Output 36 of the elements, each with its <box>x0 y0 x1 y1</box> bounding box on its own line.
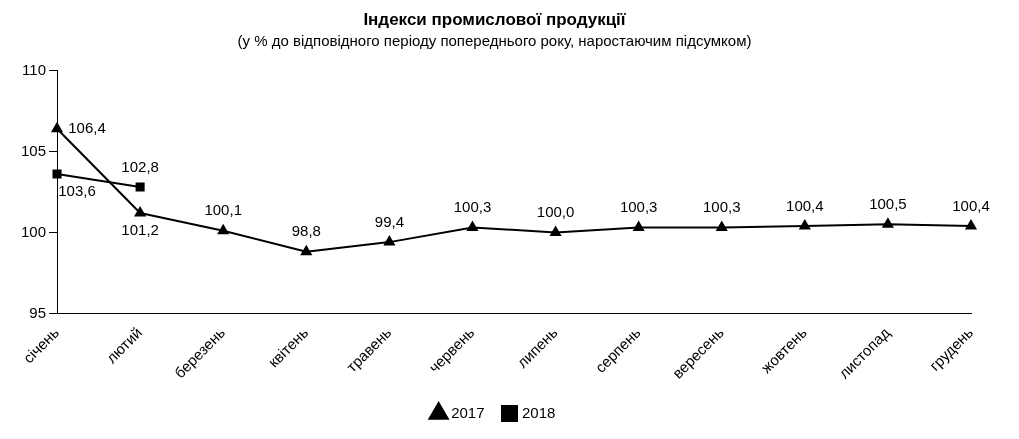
data-label: 100,4 <box>952 196 990 214</box>
legend-label: 2017 <box>451 403 485 421</box>
point <box>217 224 229 235</box>
point <box>135 182 145 192</box>
data-label: 101,2 <box>121 220 159 238</box>
data-label: 103,6 <box>58 181 96 199</box>
point <box>633 221 644 232</box>
point <box>134 206 146 217</box>
point <box>716 221 728 232</box>
data-label: 100,1 <box>204 201 242 219</box>
point <box>384 236 395 246</box>
point <box>467 221 478 232</box>
chart-title: Індекси промислової продукції <box>363 9 627 29</box>
data-label: 100,0 <box>536 203 575 221</box>
data-label: 100,3 <box>702 198 741 216</box>
data-label: 106,4 <box>68 119 106 137</box>
point <box>799 219 811 230</box>
point <box>51 122 63 133</box>
y-tick-label: 100 <box>21 222 47 240</box>
data-label: 99,4 <box>374 212 404 230</box>
legend-label: 2018 <box>522 403 556 421</box>
data-label: 98,8 <box>291 222 321 240</box>
data-label: 100,5 <box>869 194 907 212</box>
point <box>882 218 894 228</box>
data-label: 100,3 <box>453 198 492 216</box>
data-label: 100,4 <box>786 196 824 214</box>
data-label: 102,8 <box>121 157 159 175</box>
point <box>300 245 312 256</box>
y-tick-label: 95 <box>29 303 47 321</box>
chart-subtitle: (у % до відповідного періоду попереднього року, наростаючим підсумком) <box>237 31 752 49</box>
y-tick-label: 105 <box>21 141 47 159</box>
point <box>965 219 977 230</box>
point <box>550 226 561 236</box>
data-label: 100,3 <box>619 198 658 216</box>
point <box>52 169 62 179</box>
y-tick-label: 110 <box>22 60 47 78</box>
